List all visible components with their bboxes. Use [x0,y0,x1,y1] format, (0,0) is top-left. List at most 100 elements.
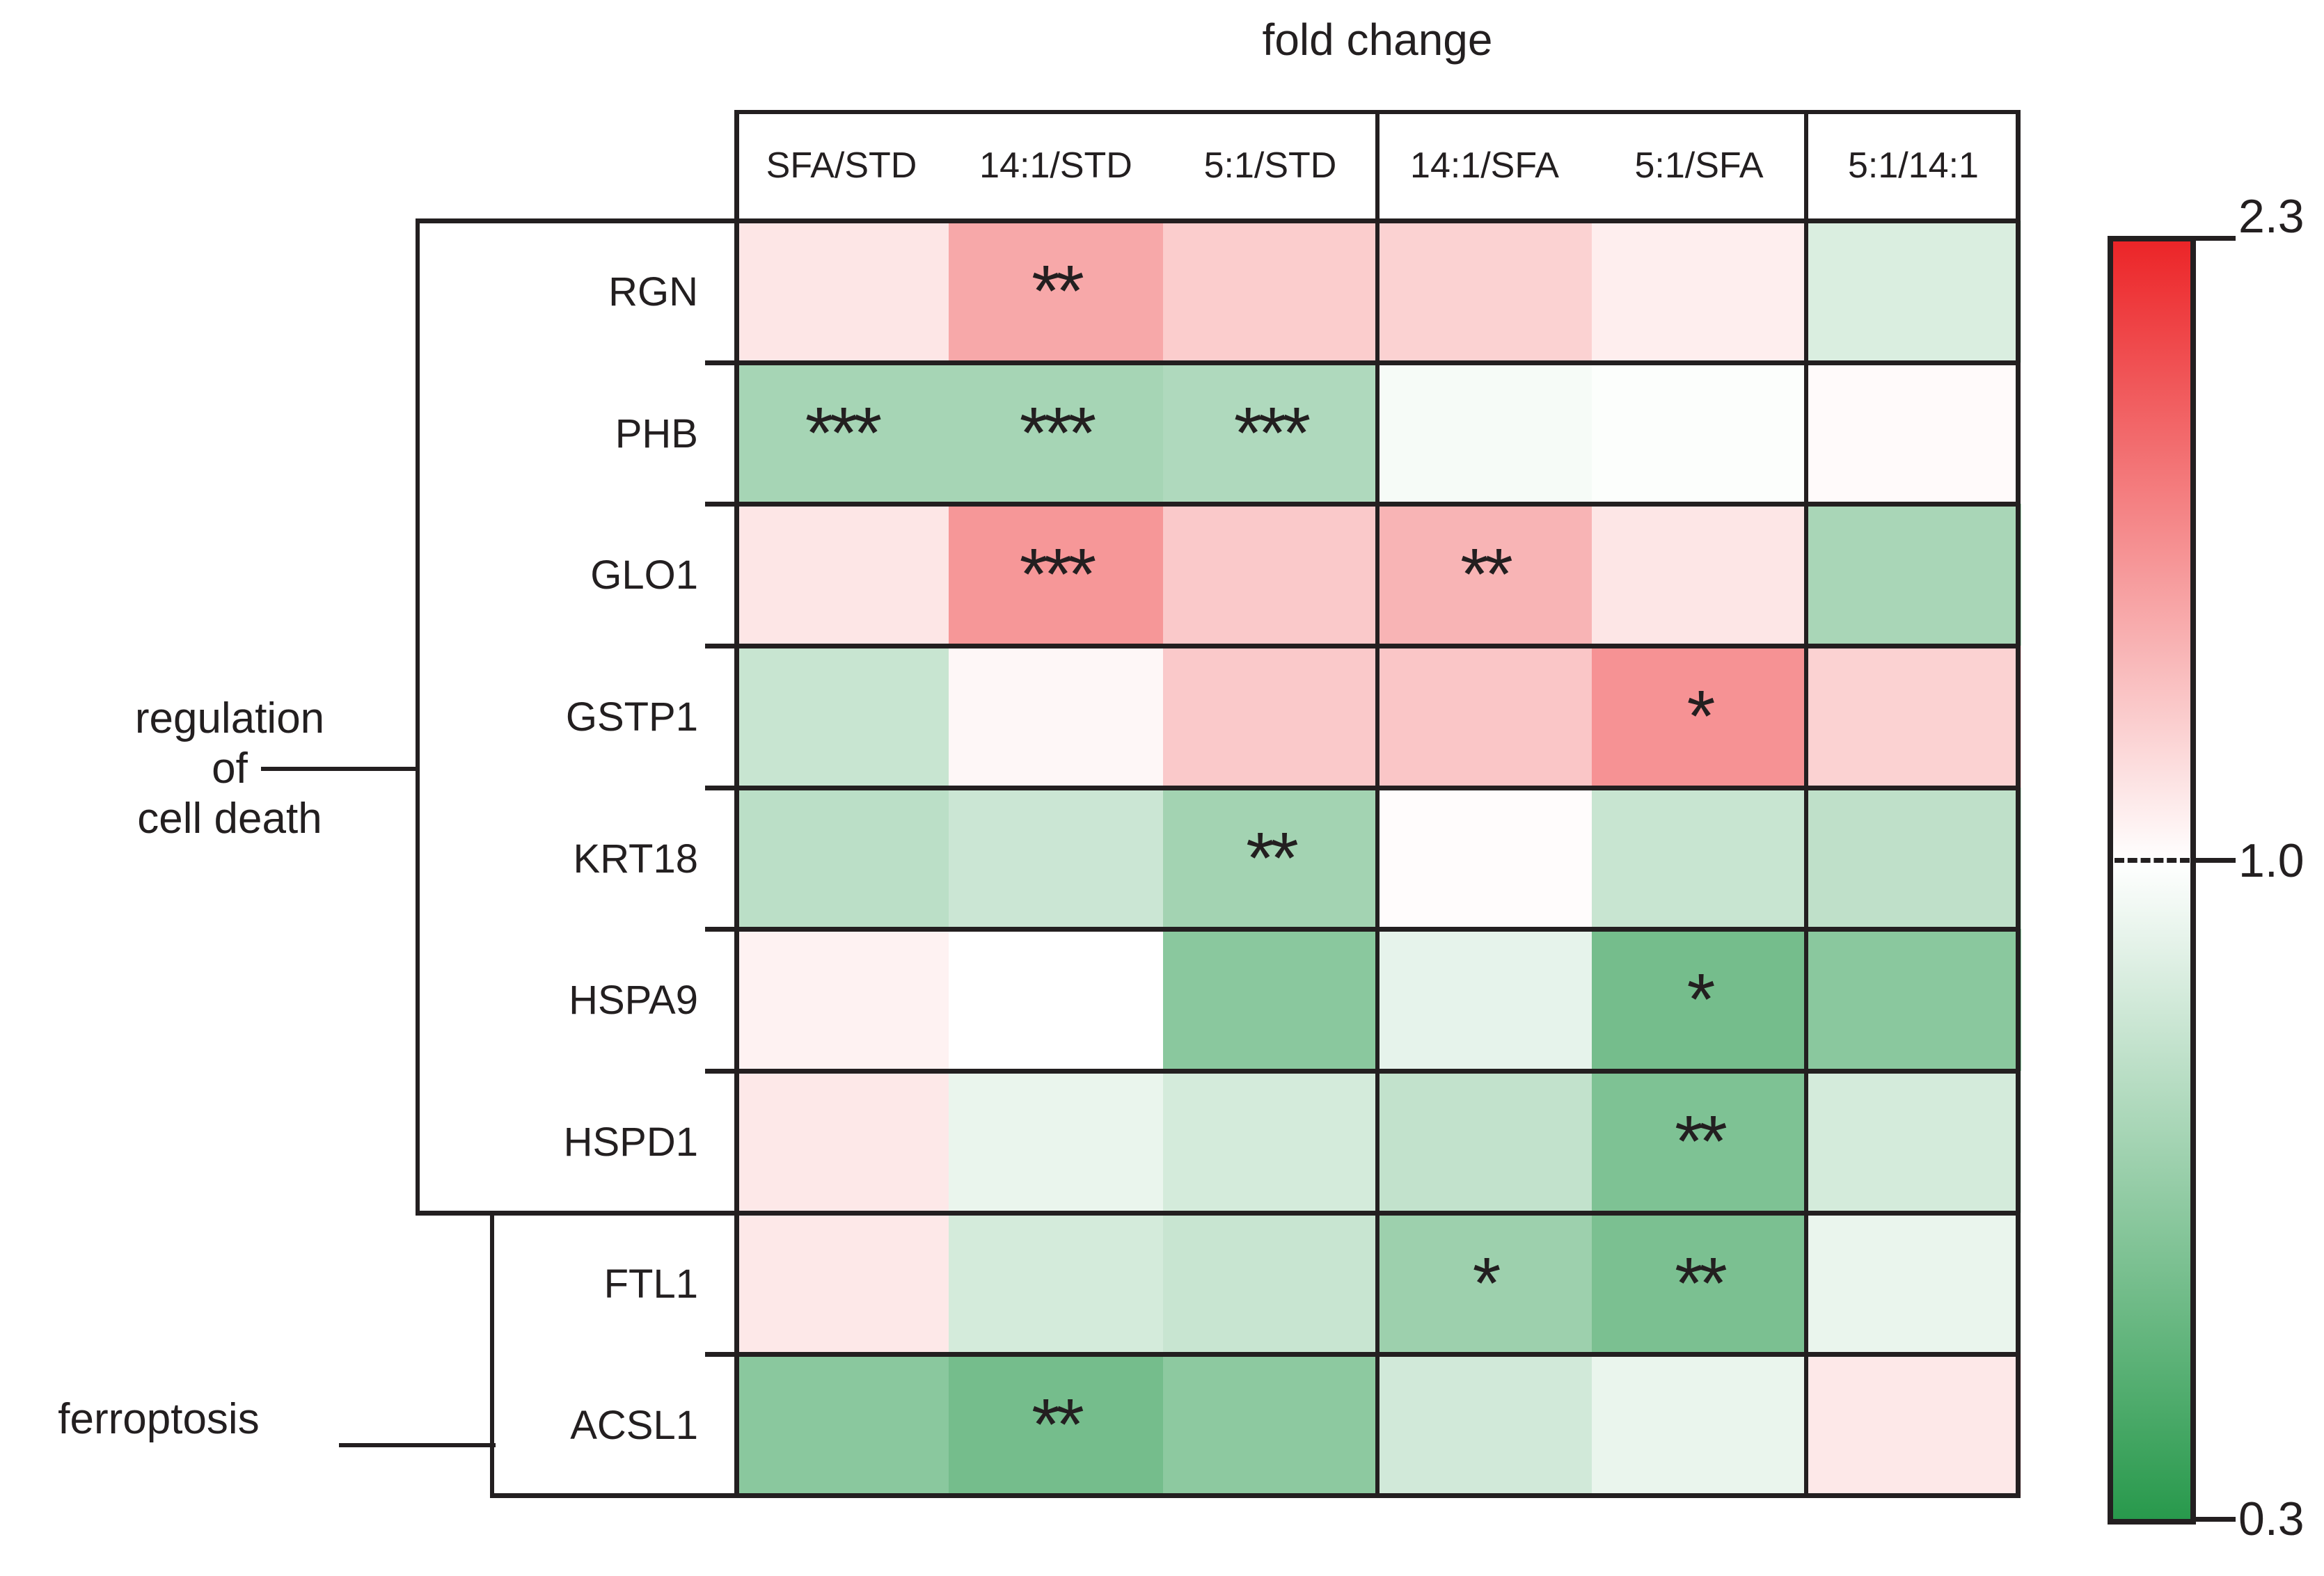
grid-line [2016,110,2021,1496]
colorbar-min-label: 0.3 [2238,1493,2305,1545]
bracket-left-edge [490,1211,494,1498]
group-connector-line [261,767,416,771]
group-label: ferroptosis [58,1395,260,1443]
grid-line [1804,110,1808,1496]
column-header: 14:1/SFA [1410,145,1559,186]
grid-line [705,927,2021,932]
heatmap-cell [1806,1354,2021,1497]
significance-stars: ** [1031,250,1084,332]
heatmap-cell [1377,504,1592,646]
significance-stars: ** [1031,1384,1084,1465]
gene-label: PHB [615,411,698,456]
heatmap-cell [1806,788,2021,930]
heatmap-cell [734,929,949,1072]
heatmap-cell [1592,1213,1807,1355]
heatmap-cell [1806,363,2021,505]
heatmap-cell [1377,788,1592,930]
heatmap-cell [734,1354,949,1497]
heatmap-cell [734,788,949,930]
grid-line [1375,110,1380,1496]
heatmap-cell [734,221,949,363]
grid-line [705,1069,2021,1074]
chart-title: fold change [1262,15,1493,65]
colorbar-tick-bottom [2192,1517,2236,1522]
heatmap-cell [734,504,949,646]
heatmap-cell [1592,646,1807,788]
gene-label: GSTP1 [565,694,698,740]
gene-label: ACSL1 [570,1402,698,1448]
significance-stars: *** [1233,392,1311,474]
heatmap-cell [949,221,1164,363]
heatmap-cell [949,1354,1164,1497]
heatmap-cell [1377,221,1592,363]
heatmap-cell [734,363,949,505]
heatmap-cell [949,363,1164,505]
grid-line [416,1211,2021,1216]
heatmap-cell [734,1213,949,1355]
group-connector-line [339,1443,496,1447]
heatmap-cell [949,646,1164,788]
column-header: 5:1/STD [1203,145,1337,186]
grid-line [734,110,739,1496]
grid-line [416,218,2021,223]
column-header: 5:1/14:1 [1848,145,1979,186]
colorbar-max-label: 2.3 [2238,190,2305,243]
grid-line [705,502,2021,507]
heatmap-cell [1806,504,2021,646]
significance-stars: * [1686,676,1716,757]
significance-stars: ** [1246,818,1299,899]
heatmap-cell [734,646,949,788]
significance-stars: * [1686,959,1716,1040]
heatmap-cell [1377,646,1592,788]
significance-stars: *** [805,392,883,474]
colorbar-midpoint-dash [2114,858,2190,863]
heatmap-cell [1806,1213,2021,1355]
heatmap-cell [1377,1213,1592,1355]
heatmap-cell [1377,1071,1592,1213]
grid-line [490,1493,2021,1498]
heatmap-cell [949,788,1164,930]
heatmap-cell [1592,929,1807,1072]
gene-label: KRT18 [573,836,698,882]
heatmap-cell [1806,221,2021,363]
heatmap-cell [1377,363,1592,505]
column-header: SFA/STD [766,145,917,186]
heatmap-cell [1377,1354,1592,1497]
heatmap-cell [1592,363,1807,505]
heatmap-cell [949,504,1164,646]
bracket-left-edge [416,218,420,1215]
heatmap-cell [1163,1213,1378,1355]
colorbar-mid-label: 1.0 [2238,834,2305,887]
heatmap-cell [1163,1354,1378,1497]
heatmap-cell [1592,1354,1807,1497]
significance-stars: ** [1675,1243,1728,1324]
heatmap-cell [1163,363,1378,505]
group-label: regulation of cell death [134,694,325,843]
significance-stars: *** [1019,534,1097,615]
heatmap-cell [949,929,1164,1072]
colorbar [2108,236,2196,1525]
heatmap-cell [1592,1071,1807,1213]
significance-stars: ** [1675,1101,1728,1182]
grid-line [705,360,2021,365]
gene-label: RGN [608,269,698,315]
heatmap-cell [1163,788,1378,930]
heatmap-cell [1377,929,1592,1072]
heatmap-cell [1806,929,2021,1072]
grid-line [705,644,2021,648]
heatmap-cell [1163,504,1378,646]
heatmap-cell [1163,646,1378,788]
heatmap-cell [1163,1071,1378,1213]
heatmap-cell [949,1071,1164,1213]
heatmap-cell [734,1071,949,1213]
heatmap-cell [1592,504,1807,646]
gene-label: FTL1 [603,1261,698,1307]
heatmap-cell [949,1213,1164,1355]
heatmap-cell [1163,221,1378,363]
gene-label: HSPA9 [569,977,698,1023]
significance-stars: *** [1019,392,1097,474]
significance-stars: ** [1460,534,1513,615]
grid-line [705,1352,2021,1357]
colorbar-tick-top [2192,236,2236,241]
